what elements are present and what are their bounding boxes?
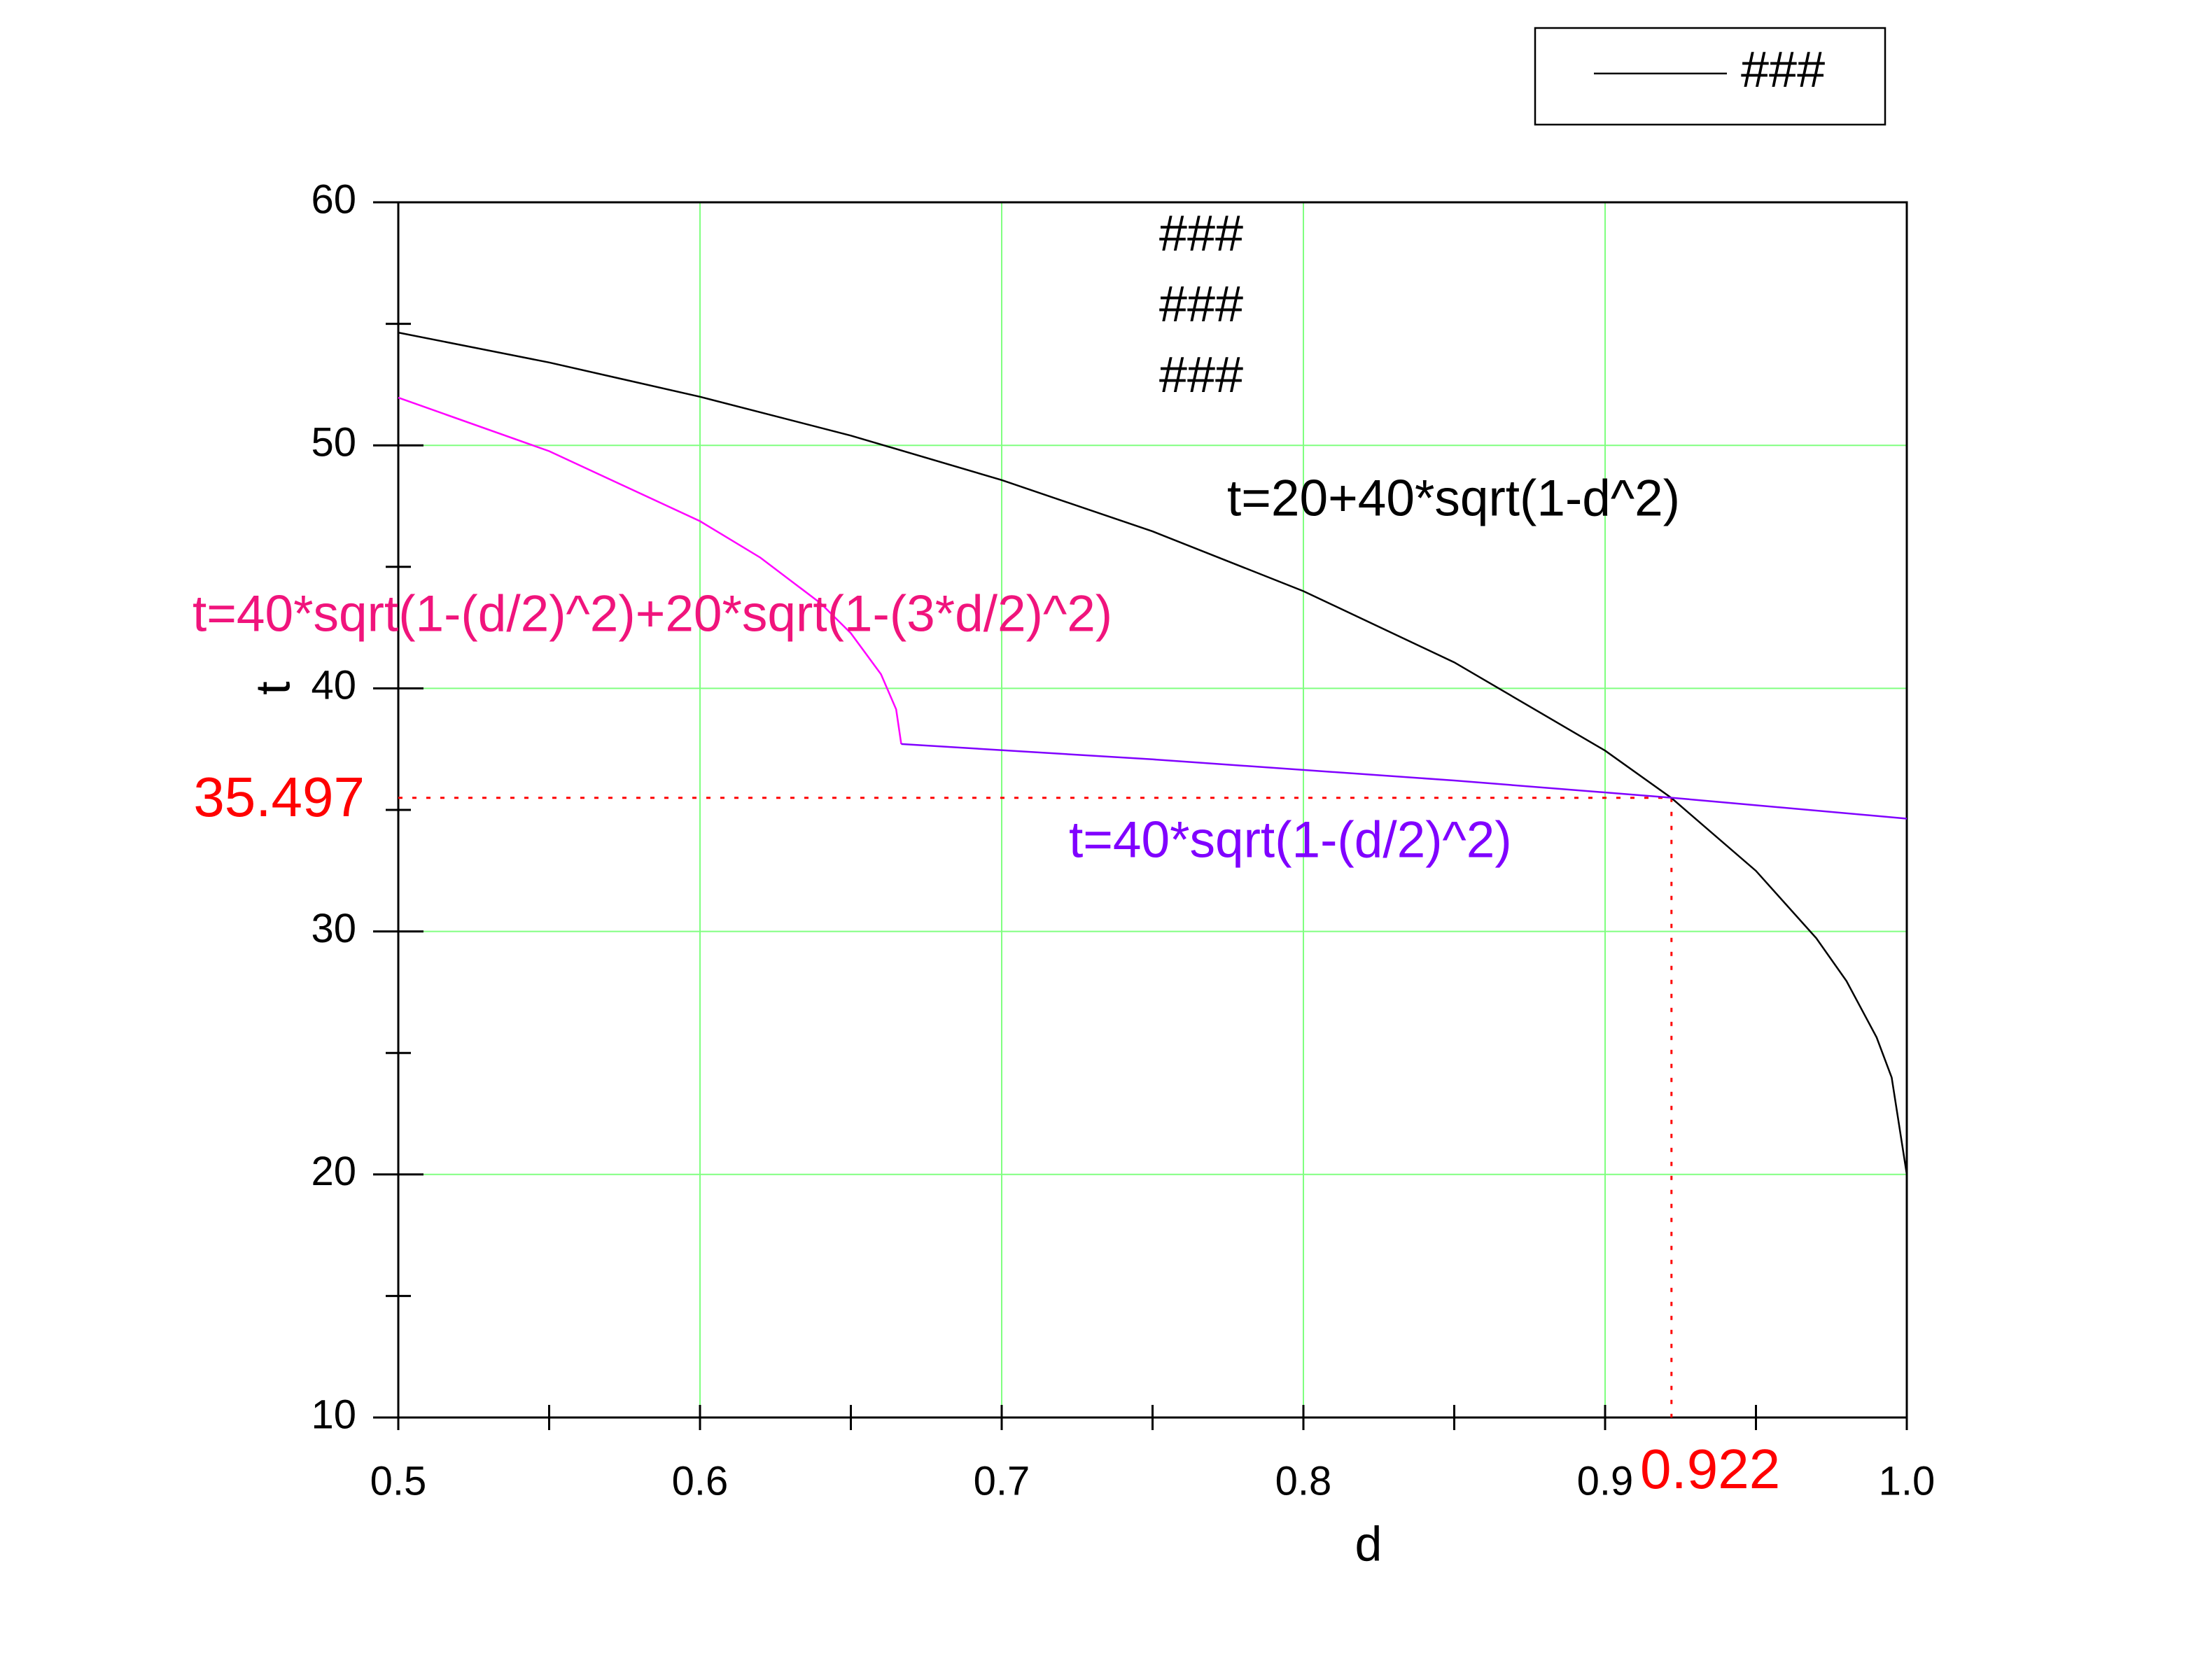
x-tick-label: 1.0	[1879, 1458, 1935, 1504]
chart-title: ###	[1159, 347, 1243, 403]
x-tick-label: 0.8	[1275, 1458, 1332, 1504]
x-tick-label: 0.6	[672, 1458, 729, 1504]
annotation: t=40*sqrt(1-(d/2)^2)+20*sqrt(1-(3*d/2)^2…	[192, 585, 1112, 642]
x-tick-label: 0.5	[370, 1458, 427, 1504]
y-tick-label: 20	[311, 1149, 356, 1194]
y-tick-label: 30	[311, 906, 356, 951]
series-line	[398, 331, 1908, 1175]
y-axis-label: t	[245, 681, 300, 694]
y-tick-label: 60	[311, 176, 356, 222]
y-tick-label: 40	[311, 663, 356, 708]
x-tick-label: 0.9	[1577, 1458, 1634, 1504]
legend-label: ###	[1741, 42, 1825, 98]
y-tick-label: 10	[311, 1392, 356, 1437]
annotation: t=20+40*sqrt(1-d^2)	[1227, 470, 1680, 526]
reference-label: 35.497	[193, 766, 365, 828]
reference-label: 0.922	[1640, 1438, 1780, 1500]
x-axis-label: d	[1355, 1516, 1382, 1571]
chart-title: ###	[1159, 206, 1243, 262]
x-tick-label: 0.7	[974, 1458, 1030, 1504]
series-line	[398, 396, 902, 745]
chart-title: ###	[1159, 276, 1243, 332]
annotation: t=40*sqrt(1-(d/2)^2)	[1069, 811, 1512, 868]
series-line	[901, 743, 1907, 820]
y-tick-label: 50	[311, 420, 356, 465]
legend-box	[1534, 27, 1886, 126]
